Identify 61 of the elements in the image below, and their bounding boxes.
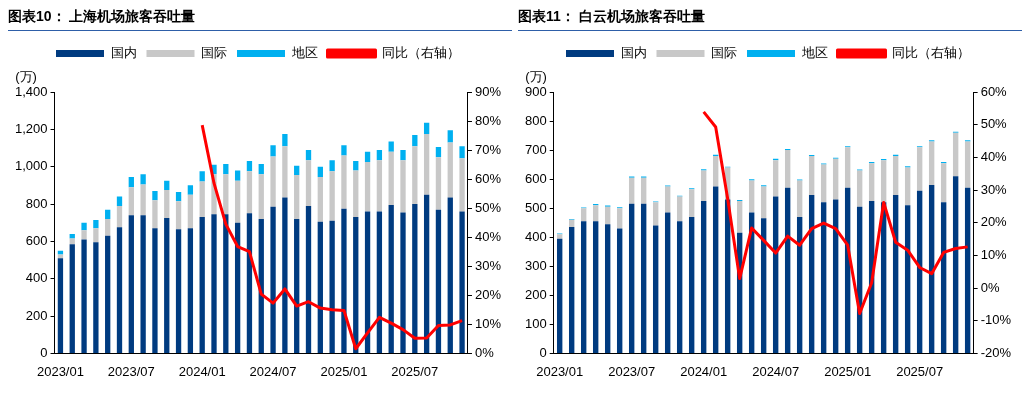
legend-label: 国内 xyxy=(110,45,137,61)
legend-label: 国际 xyxy=(711,45,737,61)
x-tick-label: 2023/07 xyxy=(608,363,656,379)
y2-tick-label: 10% xyxy=(474,315,502,331)
x-tick-label: 2025/01 xyxy=(824,363,872,379)
y-tick-label: 200 xyxy=(25,307,48,323)
y-tick-label: 400 xyxy=(524,228,547,244)
x-tick-label: 2023/07 xyxy=(107,363,155,379)
y-tick-label: 1,000 xyxy=(14,158,48,174)
chart-title: 图表11： 白云机场旅客吞吐量 xyxy=(518,8,1022,31)
y-tick-label: 800 xyxy=(524,112,547,128)
y2-tick-label: 20% xyxy=(980,214,1008,230)
y-tick-label: 400 xyxy=(25,270,48,286)
y2-tick-label: 50% xyxy=(980,116,1008,132)
y2-tick-label: 70% xyxy=(474,141,502,157)
x-tick-label: 2025/07 xyxy=(896,363,944,379)
x-tick-label: 2023/01 xyxy=(536,363,584,379)
y2-tick-label: 40% xyxy=(474,228,502,244)
y2-tick-label: 20% xyxy=(474,286,502,302)
x-tick-label: 2024/01 xyxy=(680,363,728,379)
y2-tick-label: 60% xyxy=(474,170,502,186)
y-tick-label: 900 xyxy=(524,83,547,99)
chart-title: 图表10： 上海机场旅客吞吐量 xyxy=(8,8,512,31)
y-tick-label: 800 xyxy=(25,195,48,211)
legend-label: 同比（右轴） xyxy=(892,45,970,61)
x-tick-label: 2024/07 xyxy=(752,363,800,379)
y2-tick-label: 0% xyxy=(980,279,1000,295)
y2-tick-label: 30% xyxy=(474,257,502,273)
y2-tick-label: 10% xyxy=(980,246,1008,262)
y-tick-label: 1,400 xyxy=(14,83,48,99)
y2-tick-label: 40% xyxy=(980,148,1008,164)
y-axis-title: (万) xyxy=(525,69,547,85)
y2-tick-label: 0% xyxy=(474,344,495,360)
legend-label: 地区 xyxy=(800,45,828,61)
x-tick-label: 2024/01 xyxy=(178,363,226,379)
legend-label: 同比（右轴） xyxy=(382,45,460,61)
y-tick-label: 600 xyxy=(524,170,547,186)
y-tick-label: 500 xyxy=(524,199,547,215)
y-tick-label: 0 xyxy=(40,344,48,360)
y-tick-label: 0 xyxy=(539,344,547,360)
y-axis-title: (万) xyxy=(15,69,37,85)
legend-label: 国际 xyxy=(201,45,227,61)
x-tick-label: 2024/07 xyxy=(249,363,297,379)
x-tick-label: 2023/01 xyxy=(36,363,84,379)
y-tick-label: 200 xyxy=(524,286,547,302)
y2-tick-label: 30% xyxy=(980,181,1008,197)
y-tick-label: 100 xyxy=(524,315,547,331)
legend-label: 国内 xyxy=(620,45,647,61)
x-tick-label: 2025/01 xyxy=(320,363,368,379)
y-tick-label: 300 xyxy=(524,257,547,273)
y2-tick-label: 90% xyxy=(474,83,502,99)
y2-tick-label: 60% xyxy=(980,83,1008,99)
y-tick-label: 1,200 xyxy=(14,120,48,136)
y2-tick-label: -20% xyxy=(980,344,1012,360)
y2-tick-label: 50% xyxy=(474,199,502,215)
y-tick-label: 700 xyxy=(524,141,547,157)
y2-tick-label: -10% xyxy=(980,312,1012,328)
x-tick-label: 2025/07 xyxy=(391,363,439,379)
y2-tick-label: 80% xyxy=(474,112,502,128)
legend-label: 地区 xyxy=(290,45,318,61)
y-tick-label: 600 xyxy=(25,232,48,248)
